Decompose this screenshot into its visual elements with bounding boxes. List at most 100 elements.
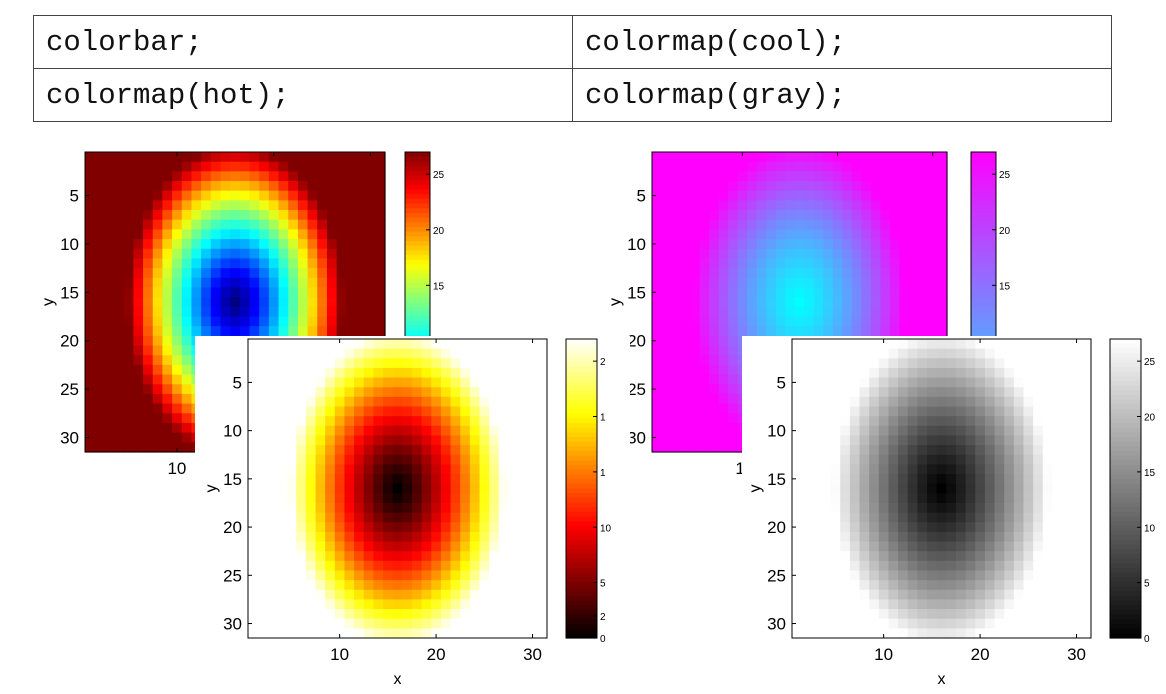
heatmap-cell (479, 493, 490, 504)
heatmap-cell (1023, 464, 1034, 475)
heatmap-cell (518, 551, 529, 562)
heatmap-cell (94, 161, 105, 172)
heatmap-cell (440, 358, 452, 369)
heatmap-cell (994, 599, 1005, 610)
heatmap-cell (849, 367, 861, 379)
heatmap-cell (927, 406, 938, 417)
heatmap-cell (94, 258, 105, 269)
heatmap-cell (898, 435, 909, 446)
heatmap-cell (888, 396, 899, 408)
heatmap-cell (859, 377, 870, 388)
heatmap-cell (114, 210, 125, 221)
heatmap-cell (820, 348, 832, 359)
heatmap-cell (257, 493, 268, 504)
heatmap-cell (162, 306, 173, 318)
heatmap-cell (661, 393, 672, 405)
heatmap-cell (1071, 445, 1082, 456)
colorbar-segment (405, 297, 430, 303)
colorbar-tick-label: 2 (600, 612, 606, 623)
heatmap-cell (804, 210, 815, 221)
heatmap-cell (85, 248, 96, 260)
heatmap-cell (718, 442, 729, 453)
heatmap-cell (268, 277, 280, 289)
heatmap-cell (85, 374, 96, 385)
heatmap-cell (880, 219, 891, 231)
heatmap-cell (431, 618, 442, 629)
heatmap-cell (1033, 541, 1044, 552)
heatmap-cell (785, 326, 796, 337)
heatmap-cell (671, 422, 682, 434)
heatmap-cell (859, 522, 870, 533)
colorbar-segment (566, 437, 597, 443)
heatmap-cell (344, 377, 355, 388)
heatmap-cell (955, 502, 967, 514)
heatmap-cell (220, 297, 231, 308)
heatmap-cell (431, 570, 442, 581)
heatmap-cell (728, 393, 739, 405)
heatmap-cell (811, 628, 822, 639)
heatmap-cell (699, 287, 710, 298)
heatmap-cell (699, 316, 710, 327)
heatmap-cell (878, 580, 890, 591)
heatmap-cell (859, 493, 870, 504)
heatmap-cell (1081, 483, 1092, 494)
heatmap-cell (249, 190, 260, 201)
heatmap-cell (671, 229, 682, 240)
heatmap-cell (927, 377, 938, 388)
colorbar-segment (566, 600, 597, 606)
heatmap-cell (114, 374, 125, 385)
heatmap-cell (709, 345, 720, 356)
heatmap-cell (276, 522, 288, 533)
heatmap-cell (297, 210, 309, 221)
heatmap-cell (792, 628, 803, 639)
heatmap-cell (402, 396, 413, 408)
heatmap-cell (851, 287, 862, 298)
heatmap-cell (918, 219, 929, 231)
heatmap-cell (421, 454, 432, 465)
heatmap-cell (889, 161, 901, 172)
heatmap-cell (489, 435, 500, 446)
heatmap-cell (354, 464, 365, 475)
heatmap-cell (440, 435, 452, 446)
heatmap-cell (296, 464, 307, 475)
colorbar-segment (971, 203, 996, 209)
heatmap-cell (851, 152, 862, 163)
heatmap-cell (305, 580, 317, 591)
heatmap-cell (537, 551, 548, 562)
heatmap-cell (94, 403, 105, 414)
heatmap-cell (373, 502, 384, 514)
heatmap-cell (859, 570, 870, 581)
heatmap-cell (411, 454, 423, 465)
heatmap-cell (927, 416, 938, 427)
heatmap-cell (680, 316, 691, 327)
heatmap-cell (527, 396, 538, 408)
heatmap-cell (888, 367, 899, 379)
heatmap-cell (162, 355, 173, 366)
heatmap-cell (709, 161, 720, 172)
heatmap-cell (363, 570, 374, 581)
heatmap-cell (878, 560, 890, 572)
heatmap-cell (469, 406, 481, 417)
colorbar-segment (971, 259, 996, 266)
heatmap-cell (946, 406, 957, 417)
heatmap-cell (257, 599, 268, 610)
heatmap-cell (680, 161, 691, 172)
heatmap-cell (133, 190, 144, 201)
colorbar-segment (405, 166, 430, 172)
heatmap-cell (248, 358, 259, 369)
heatmap-cell (201, 161, 212, 172)
heatmap-cell (1023, 570, 1034, 581)
colorbar-segment (1110, 553, 1141, 560)
heatmap-cell (123, 442, 134, 453)
heatmap-cell (143, 364, 154, 376)
heatmap-cell (383, 454, 394, 465)
heatmap-cell (680, 403, 691, 414)
heatmap-cell (813, 287, 824, 298)
code-cell-colormap-gray: colormap(gray); (572, 68, 1112, 122)
heatmap-cell (172, 248, 183, 260)
heatmap-cell (927, 628, 938, 639)
heatmap-cell (518, 358, 529, 369)
heatmap-cell (690, 297, 701, 308)
heatmap-cell (1023, 406, 1034, 417)
heatmap-cell (363, 358, 374, 369)
